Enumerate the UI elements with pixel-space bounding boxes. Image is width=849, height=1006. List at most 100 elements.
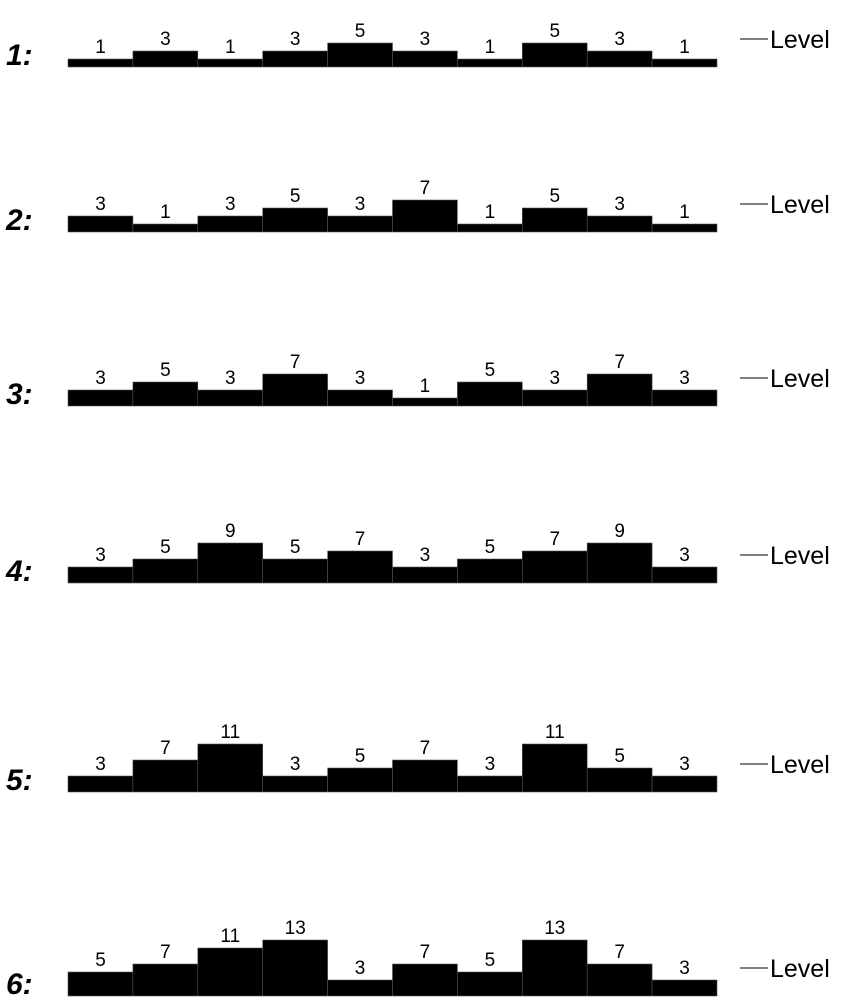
bar-value-label: 5 (550, 21, 561, 42)
bar-value-label: 5 (614, 746, 625, 767)
level-bar (392, 397, 458, 407)
level-bar (521, 207, 588, 233)
bar-value-label: 7 (420, 178, 431, 199)
bar-value-label: 5 (355, 746, 366, 767)
bar-value-label: 1 (485, 37, 496, 58)
level-bar (521, 939, 588, 997)
bar-value-label: 5 (485, 537, 496, 558)
bar-value-label: 3 (614, 194, 625, 215)
level-bar (67, 971, 134, 997)
level-label: Level (770, 365, 830, 393)
bar-value-label: 3 (355, 958, 366, 979)
level-bar (457, 223, 523, 233)
bar-value-label: 7 (160, 738, 171, 759)
bar-value-label: 13 (544, 918, 565, 939)
bar-value-label: 3 (290, 29, 301, 50)
level-bar (521, 389, 588, 407)
bar-value-label: 1 (95, 37, 106, 58)
level-bar (327, 42, 393, 68)
bar-value-label: 5 (485, 360, 496, 381)
bar-value-label: 5 (485, 950, 496, 971)
level-bar (392, 963, 458, 997)
bar-value-label: 7 (420, 942, 431, 963)
bar-value-label: 3 (679, 958, 690, 979)
level-label: Level (770, 751, 830, 779)
level-bar (586, 963, 653, 997)
level-bar (392, 566, 458, 584)
bar-value-label: 3 (95, 368, 106, 389)
level-bar (67, 58, 134, 68)
level-bar (457, 381, 523, 407)
bar-value-label: 7 (420, 738, 431, 759)
bar-value-label: 5 (290, 186, 301, 207)
level-label: Level (770, 955, 830, 983)
level-bar (197, 389, 264, 407)
bar-value-label: 1 (225, 37, 236, 58)
bar-value-label: 5 (290, 537, 301, 558)
row-3: 3: 3 5 3 7 3 1 5 3 7 3 Level (6, 352, 830, 411)
level-bar (586, 215, 653, 233)
bar-value-label: 3 (160, 29, 171, 50)
row-label: 4: (5, 555, 33, 588)
level-bar (132, 50, 199, 68)
level-bar (197, 215, 264, 233)
level-bar (132, 759, 199, 793)
bar-value-label: 1 (420, 376, 431, 397)
level-label: Level (770, 542, 830, 570)
bar-value-label: 7 (550, 529, 561, 550)
row-5: 5: 3 7 11 3 5 7 3 11 5 3 Level (6, 722, 830, 797)
bar-value-label: 1 (485, 202, 496, 223)
bar-value-label: 9 (225, 521, 236, 542)
bar-value-label: 3 (355, 194, 366, 215)
level-bar (262, 939, 328, 997)
bar-value-label: 3 (679, 368, 690, 389)
bar-value-label: 3 (95, 194, 106, 215)
bar-value-label: 11 (545, 722, 565, 743)
level-bar (327, 389, 393, 407)
level-bar (132, 381, 199, 407)
bar-value-label: 3 (485, 754, 496, 775)
level-bar (132, 963, 199, 997)
level-bar (262, 50, 328, 68)
bar-value-label: 3 (355, 368, 366, 389)
row-label: 5: (6, 764, 33, 797)
bar-value-label: 13 (285, 918, 306, 939)
level-bar (651, 389, 718, 407)
bar-value-label: 5 (95, 950, 106, 971)
level-bar (651, 223, 718, 233)
bar-value-label: 3 (95, 545, 106, 566)
level-bar (457, 971, 523, 997)
level-bar (262, 775, 328, 793)
bar-value-label: 7 (614, 942, 625, 963)
level-bar (67, 215, 134, 233)
level-bar (651, 979, 718, 997)
bar-value-label: 3 (420, 545, 431, 566)
level-bar (327, 215, 393, 233)
level-bar (67, 566, 134, 584)
row-label: 3: (6, 378, 33, 411)
level-bar (392, 199, 458, 233)
level-bar (457, 558, 523, 584)
bar-value-label: 3 (225, 368, 236, 389)
bar-value-label: 1 (679, 202, 690, 223)
level-bar (392, 50, 458, 68)
bar-value-label: 7 (160, 942, 171, 963)
bar-value-label: 5 (160, 537, 171, 558)
level-bar (262, 207, 328, 233)
row-2: 2: 3 1 3 5 3 7 1 5 3 1 Level (5, 178, 830, 237)
bar-value-label: 9 (614, 521, 625, 542)
bar-value-label: 3 (95, 754, 106, 775)
level-bar (197, 58, 264, 68)
bar-value-label: 3 (550, 368, 561, 389)
level-bar (327, 979, 393, 997)
bar-value-label: 3 (420, 29, 431, 50)
bar-value-label: 3 (679, 545, 690, 566)
bar-value-label: 1 (160, 202, 171, 223)
bar-value-label: 3 (614, 29, 625, 50)
bar-value-label: 3 (679, 754, 690, 775)
bar-value-label: 7 (614, 352, 625, 373)
level-bar (651, 566, 718, 584)
bar-value-label: 11 (220, 722, 240, 743)
row-label: 6: (6, 968, 33, 1001)
